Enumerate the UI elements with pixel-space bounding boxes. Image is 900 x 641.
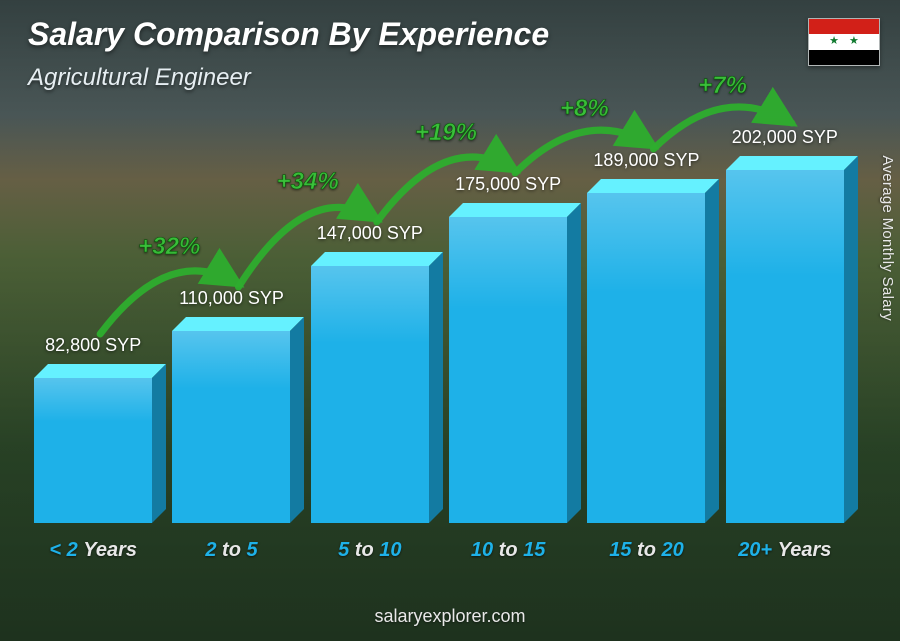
infographic-stage: Salary Comparison By Experience Agricult… bbox=[0, 0, 900, 641]
page-title: Salary Comparison By Experience bbox=[28, 16, 549, 53]
bar-value-label: 175,000 SYP bbox=[455, 174, 561, 195]
bar-slot: 147,000 SYP bbox=[301, 120, 439, 523]
category-label: 5 to 10 bbox=[301, 527, 439, 571]
bar bbox=[726, 156, 844, 523]
flag-star-icon: ★ bbox=[829, 36, 839, 47]
bar-value-label: 110,000 SYP bbox=[179, 288, 284, 309]
flag-stripe-bottom bbox=[809, 50, 879, 65]
page-subtitle: Agricultural Engineer bbox=[28, 64, 251, 92]
categories-container: < 2 Years2 to 55 to 1010 to 1515 to 2020… bbox=[24, 527, 854, 571]
footer-source: salaryexplorer.com bbox=[0, 606, 900, 627]
bar-value-label: 147,000 SYP bbox=[317, 223, 423, 244]
category-label: 20+ Years bbox=[716, 527, 854, 571]
bar-front-face bbox=[726, 170, 844, 523]
bars-container: 82,800 SYP 110,000 SYP 147,000 SYP 175,000 … bbox=[24, 120, 854, 523]
category-label: 10 to 15 bbox=[439, 527, 577, 571]
chart-area: +32%+34%+19%+8%+7% 82,800 SYP110,000 SYP… bbox=[24, 120, 854, 571]
country-flag-syria: ★ ★ bbox=[808, 18, 880, 66]
bar-front-face bbox=[587, 193, 705, 523]
bar-value-label: 82,800 SYP bbox=[45, 335, 141, 356]
bar-slot: 110,000 SYP bbox=[162, 120, 300, 523]
bar-top-face bbox=[587, 179, 719, 193]
bar bbox=[172, 317, 290, 523]
y-axis-label: Average Monthly Salary bbox=[880, 155, 897, 321]
bar-top-face bbox=[449, 203, 581, 217]
bar bbox=[587, 179, 705, 523]
category-label: 2 to 5 bbox=[162, 527, 300, 571]
flag-star-icon: ★ bbox=[849, 36, 859, 47]
bar-top-face bbox=[726, 156, 858, 170]
bar bbox=[34, 364, 152, 523]
bar-slot: 82,800 SYP bbox=[24, 120, 162, 523]
bar bbox=[311, 252, 429, 523]
bar-front-face bbox=[34, 378, 152, 523]
flag-stripe-mid: ★ ★ bbox=[809, 34, 879, 49]
flag-stripe-top bbox=[809, 19, 879, 34]
bar-front-face bbox=[172, 331, 290, 523]
bar bbox=[449, 203, 567, 523]
bar-value-label: 189,000 SYP bbox=[593, 150, 699, 171]
bar-front-face bbox=[449, 217, 567, 523]
bar-top-face bbox=[311, 252, 443, 266]
category-label: 15 to 20 bbox=[577, 527, 715, 571]
bar-side-face bbox=[844, 156, 858, 523]
bar-top-face bbox=[172, 317, 304, 331]
pct-label: +8% bbox=[560, 95, 609, 122]
category-label: < 2 Years bbox=[24, 527, 162, 571]
bar-slot: 202,000 SYP bbox=[716, 120, 854, 523]
bar-front-face bbox=[311, 266, 429, 523]
bar-value-label: 202,000 SYP bbox=[732, 127, 838, 148]
bar-slot: 189,000 SYP bbox=[577, 120, 715, 523]
pct-label: +7% bbox=[698, 72, 747, 99]
bar-slot: 175,000 SYP bbox=[439, 120, 577, 523]
bar-top-face bbox=[34, 364, 166, 378]
